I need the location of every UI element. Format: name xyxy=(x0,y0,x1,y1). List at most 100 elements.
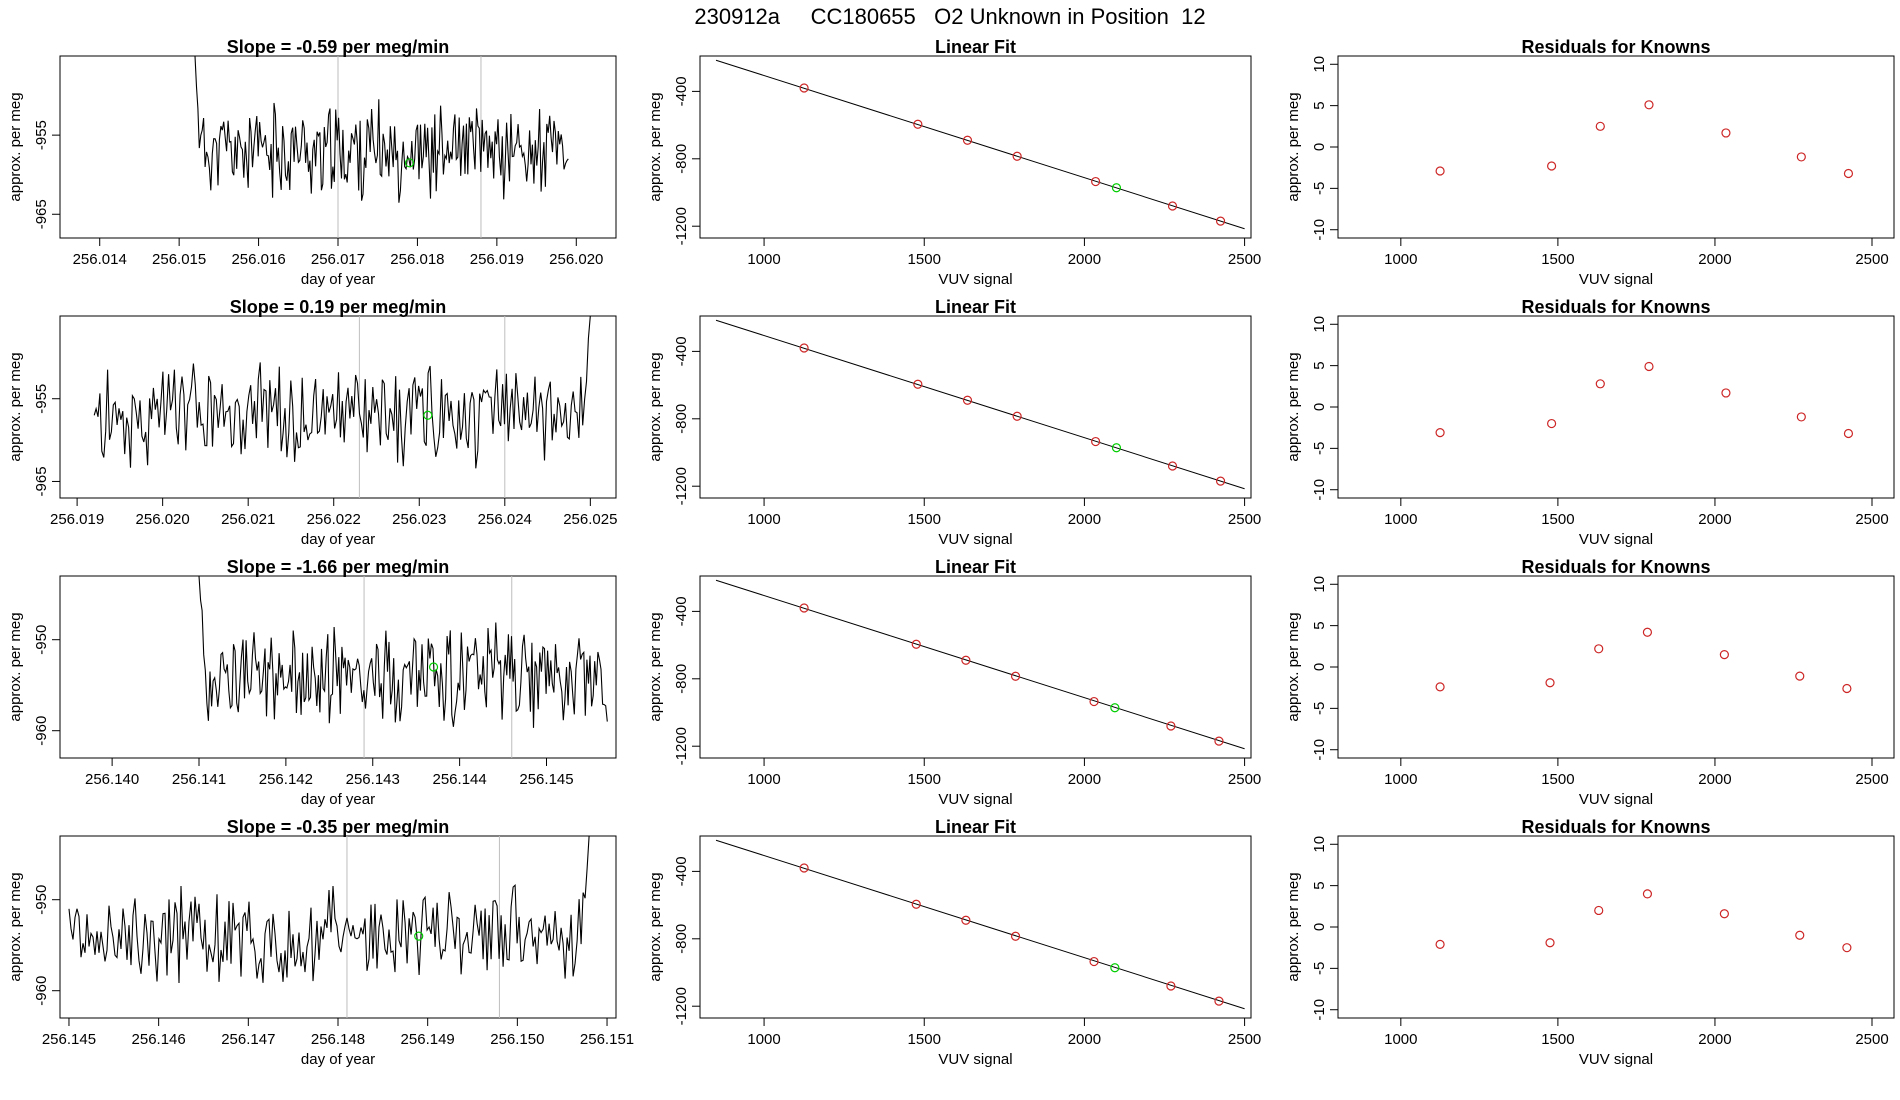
unknown-point xyxy=(1110,963,1120,973)
known-point xyxy=(962,135,973,145)
residual-point xyxy=(1644,100,1654,110)
y-tick-label: -10 xyxy=(1311,999,1328,1021)
known-point xyxy=(962,395,973,405)
known-point xyxy=(1091,176,1101,187)
x-tick-label: 256.014 xyxy=(73,251,127,268)
x-tick-label: 256.016 xyxy=(231,251,285,268)
x-tick-label: 1500 xyxy=(1541,771,1574,788)
residual-point xyxy=(1843,428,1854,439)
y-axis-label: approx. per meg xyxy=(7,352,24,461)
y-tick-label: 0 xyxy=(1311,403,1328,411)
x-tick-label: 256.017 xyxy=(311,251,365,268)
x-axis-label: VUV signal xyxy=(1579,271,1653,288)
signal-trace xyxy=(93,316,591,469)
x-tick-label: 256.150 xyxy=(490,1031,544,1048)
x-axis-label: day of year xyxy=(301,1051,375,1068)
known-point xyxy=(913,119,923,129)
y-axis-label: approx. per meg xyxy=(647,872,664,981)
residuals-title: Residuals for Knowns xyxy=(1521,297,1710,317)
y-tick-label: 5 xyxy=(1311,361,1328,369)
x-tick-label: 256.020 xyxy=(136,511,190,528)
residual-point xyxy=(1842,943,1852,953)
linear-fit-title: Linear Fit xyxy=(935,557,1016,577)
time-series-title: Slope = -0.35 per meg/min xyxy=(227,817,450,837)
known-point xyxy=(1091,436,1101,447)
known-point xyxy=(911,899,921,909)
known-point xyxy=(1166,981,1176,991)
x-tick-label: 2500 xyxy=(1228,511,1261,528)
x-tick-label: 1000 xyxy=(1384,511,1417,528)
plot-box xyxy=(59,835,617,1019)
residuals-panel-row-4: 1000 1500 2000 2500 10 5 0 -5 -10 Residuals for K… xyxy=(1285,817,1895,1068)
y-tick-label: -955 xyxy=(33,120,50,150)
residual-point xyxy=(1642,889,1653,899)
known-point xyxy=(911,639,921,649)
known-point xyxy=(1214,996,1224,1006)
known-point xyxy=(1012,151,1022,161)
x-axis-label: VUV signal xyxy=(1579,531,1653,548)
x-tick-label: 1500 xyxy=(1541,511,1574,528)
y-tick-label: -800 xyxy=(673,664,690,694)
plot-area xyxy=(715,319,1245,490)
x-axis-label: day of year xyxy=(301,271,375,288)
y-tick-label: -400 xyxy=(673,856,690,886)
fit-line xyxy=(715,59,1245,230)
y-tick-label: -955 xyxy=(33,384,50,414)
plot-box xyxy=(699,835,1252,1019)
residuals-panel-row-3: 1000 1500 2000 2500 10 5 0 -5 -10 Residuals for K… xyxy=(1285,557,1895,808)
known-point xyxy=(1089,696,1099,707)
x-tick-label: 1000 xyxy=(747,251,780,268)
plot-box xyxy=(699,315,1252,499)
known-point xyxy=(799,343,809,353)
linear-fit-panel-row-3: 1000 1500 2000 2500 -400 -800 -1200 Linear Fit V… xyxy=(647,557,1261,808)
y-tick-label: 5 xyxy=(1311,621,1328,629)
time-series-title: Slope = -1.66 per meg/min xyxy=(227,557,450,577)
plot-box xyxy=(1337,575,1895,759)
y-tick-label: -5 xyxy=(1311,442,1328,455)
y-tick-label: -400 xyxy=(673,336,690,366)
x-tick-label: 256.143 xyxy=(346,771,400,788)
plot-area xyxy=(68,836,590,1018)
residual-point xyxy=(1545,678,1555,688)
linear-fit-title: Linear Fit xyxy=(935,817,1016,837)
x-tick-label: 256.019 xyxy=(50,511,104,528)
x-tick-label: 2000 xyxy=(1068,771,1101,788)
x-tick-label: 1000 xyxy=(747,511,780,528)
plot-box xyxy=(1337,315,1895,499)
plot-area xyxy=(1435,100,1854,179)
residuals-title: Residuals for Knowns xyxy=(1521,557,1710,577)
fit-line xyxy=(715,319,1245,490)
x-axis-label: VUV signal xyxy=(938,271,1012,288)
x-tick-label: 1000 xyxy=(1384,771,1417,788)
y-tick-label: 5 xyxy=(1311,881,1328,889)
residual-point xyxy=(1435,428,1445,438)
residuals-panel-row-2: 1000 1500 2000 2500 10 5 0 -5 -10 Residuals for K… xyxy=(1285,297,1895,548)
plot-box xyxy=(1337,55,1895,239)
x-axis-label: VUV signal xyxy=(1579,1051,1653,1068)
unknown-point-marker xyxy=(423,410,433,420)
y-axis-label: approx. per meg xyxy=(1285,612,1302,721)
x-tick-label: 256.148 xyxy=(311,1031,365,1048)
unknown-point-marker xyxy=(428,662,439,672)
y-tick-label: -10 xyxy=(1311,479,1328,501)
unknown-point xyxy=(1111,443,1122,453)
x-tick-label: 256.141 xyxy=(172,771,226,788)
linear-fit-title: Linear Fit xyxy=(935,297,1016,317)
x-tick-label: 256.022 xyxy=(307,511,361,528)
time-series-panel-row-3: 256.140 256.141 256.142 256.143 256.144 256.1… xyxy=(7,557,617,808)
plot-box xyxy=(59,315,617,499)
x-tick-label: 2500 xyxy=(1228,1031,1261,1048)
x-tick-label: 256.140 xyxy=(85,771,139,788)
residual-point xyxy=(1594,905,1604,916)
y-tick-label: -800 xyxy=(673,144,690,174)
figure-title: 230912a CC180655 O2 Unknown in Position … xyxy=(694,4,1206,29)
residual-point xyxy=(1843,168,1854,179)
y-tick-label: -950 xyxy=(33,625,50,655)
x-tick-label: 2000 xyxy=(1068,251,1101,268)
known-point xyxy=(1215,476,1226,486)
known-point xyxy=(1012,411,1022,421)
plot-area xyxy=(715,579,1245,750)
y-axis-label: approx. per meg xyxy=(1285,872,1302,981)
x-tick-label: 1500 xyxy=(1541,1031,1574,1048)
